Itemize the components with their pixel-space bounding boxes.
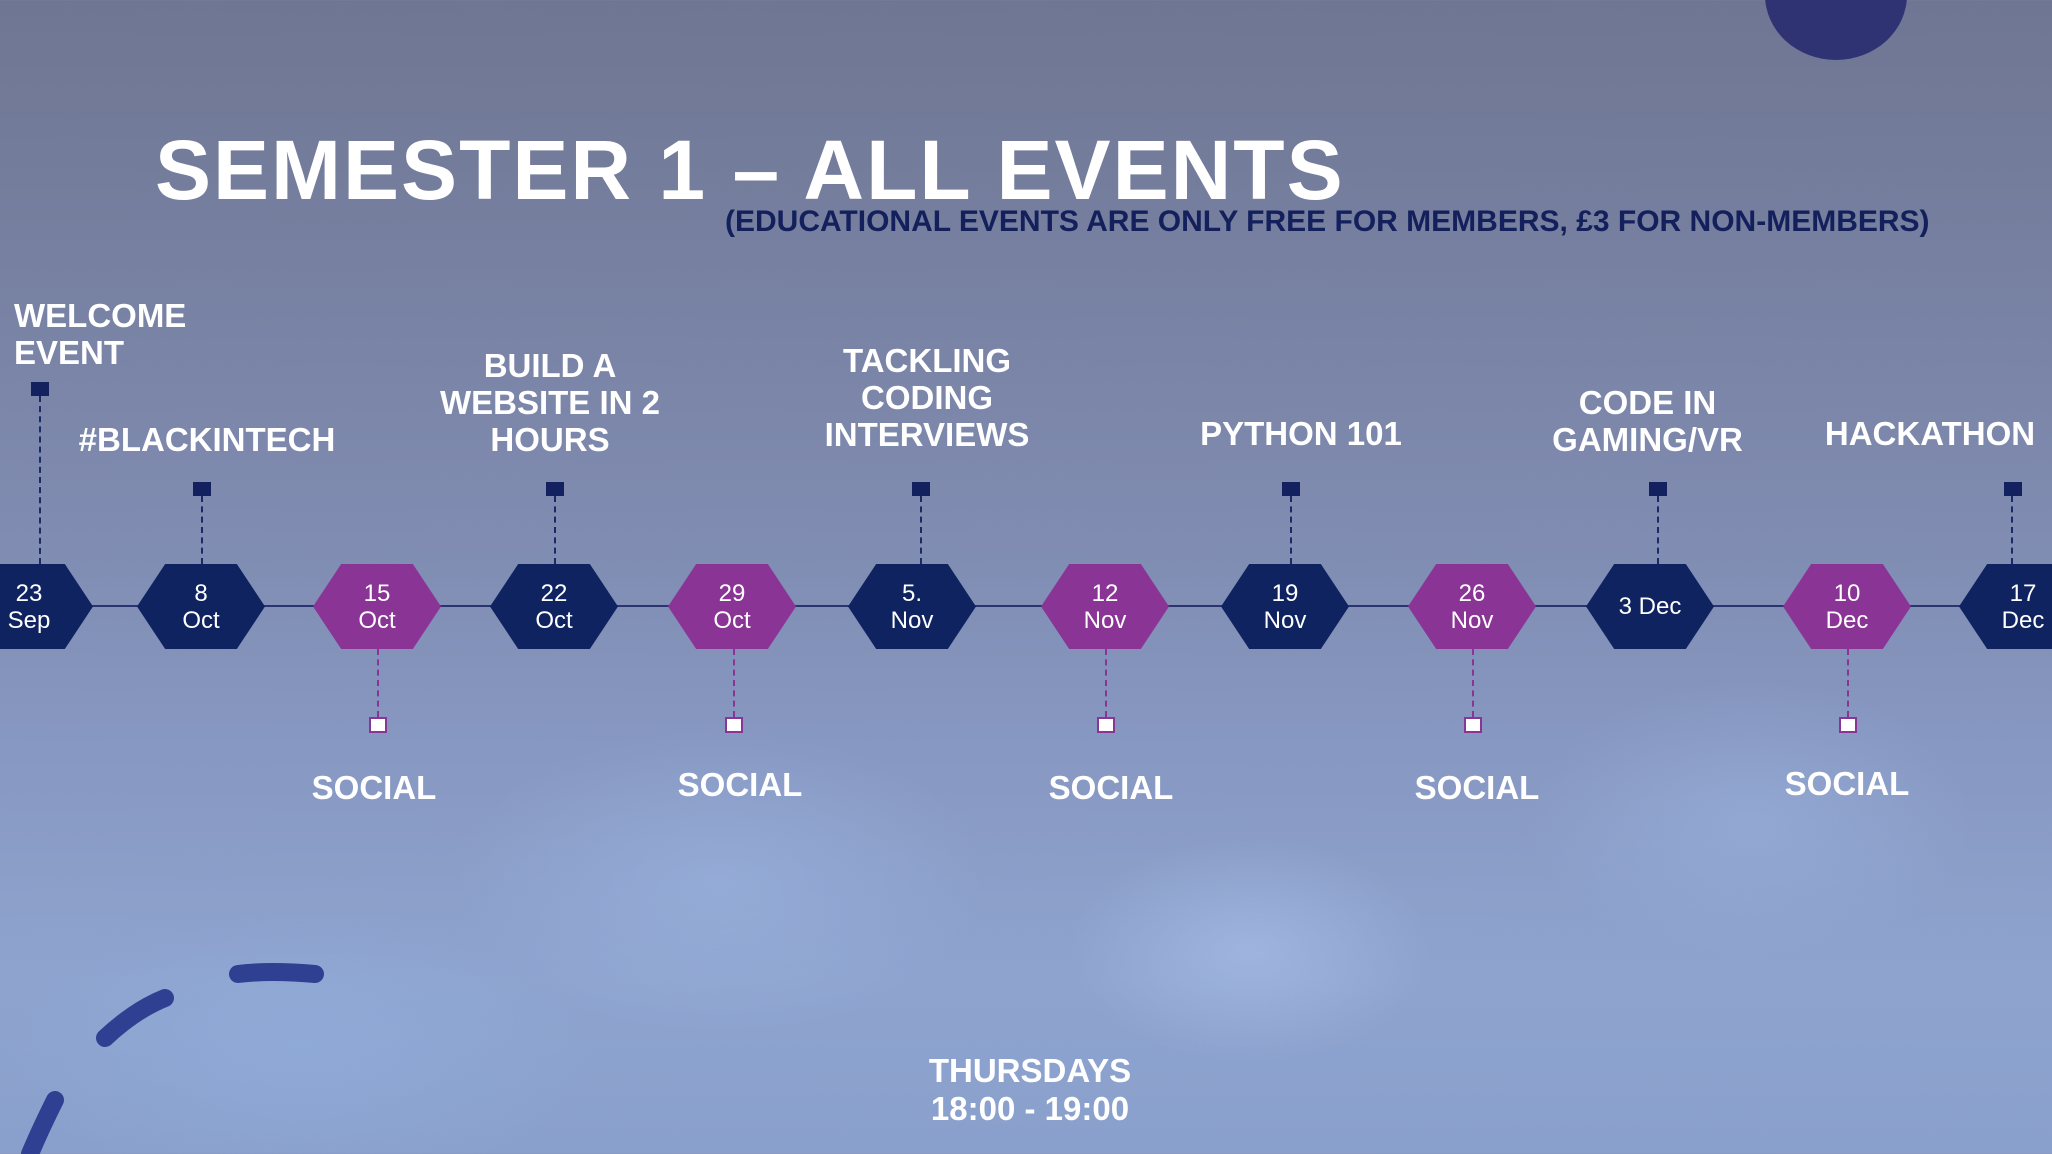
connector-social-29-oct [733, 649, 735, 717]
timeline-node-3-dec[interactable]: 3 Dec [1586, 564, 1714, 649]
connector-social-10-dec [1847, 649, 1849, 717]
social-label-10-dec: SOCIAL [1784, 765, 1910, 802]
marker-social-10-dec [1839, 717, 1857, 733]
connector-build-website [554, 496, 556, 564]
schedule-footer: THURSDAYS 18:00 - 19:00 [880, 1052, 1180, 1128]
connector-social-26-nov [1472, 649, 1474, 717]
social-label-12-nov: SOCIAL [1048, 769, 1174, 806]
marker-gaming-vr [1649, 482, 1667, 496]
marker-social-29-oct [725, 717, 743, 733]
timeline-line [0, 605, 2052, 607]
event-label-blackintech: #BLACKINTECH [78, 421, 336, 458]
event-label-hackathon: HACKATHON [1824, 415, 2036, 452]
connector-coding-interviews [920, 496, 922, 564]
connector-gaming-vr [1657, 496, 1659, 564]
marker-coding-interviews [912, 482, 930, 496]
connector-python [1290, 496, 1292, 564]
footer-time: 18:00 - 19:00 [930, 1090, 1130, 1127]
event-label-build-website: BUILD A WEBSITE IN 2 HOURS [439, 347, 661, 458]
timeline-node-15-oct[interactable]: 15 Oct [313, 564, 441, 649]
pricing-subtitle: (EDUCATIONAL EVENTS ARE ONLY FREE FOR ME… [725, 205, 1930, 238]
timeline-node-8-oct[interactable]: 8 Oct [137, 564, 265, 649]
marker-social-12-nov [1097, 717, 1115, 733]
marker-social-15-oct [369, 717, 387, 733]
marker-blackintech [193, 482, 211, 496]
marker-social-26-nov [1464, 717, 1482, 733]
timeline-node-19-nov[interactable]: 19 Nov [1221, 564, 1349, 649]
connector-blackintech [201, 496, 203, 564]
social-label-29-oct: SOCIAL [677, 766, 803, 803]
timeline-node-22-oct[interactable]: 22 Oct [490, 564, 618, 649]
connector-welcome [39, 396, 41, 564]
event-label-coding-interviews: TACKLING CODING INTERVIEWS [824, 342, 1030, 453]
marker-build-website [546, 482, 564, 496]
timeline-node-26-nov[interactable]: 26 Nov [1408, 564, 1536, 649]
timeline-node-10-dec[interactable]: 10 Dec [1783, 564, 1911, 649]
event-label-gaming-vr: CODE IN GAMING/VR [1552, 384, 1743, 458]
event-label-welcome: WELCOME EVENT [14, 297, 187, 371]
connector-social-15-oct [377, 649, 379, 717]
connector-hackathon [2011, 496, 2013, 564]
marker-welcome [31, 382, 49, 396]
connector-social-12-nov [1105, 649, 1107, 717]
event-label-python: PYTHON 101 [1200, 415, 1402, 452]
social-label-26-nov: SOCIAL [1414, 769, 1540, 806]
marker-hackathon [2004, 482, 2022, 496]
timeline-node-5-nov[interactable]: 5. Nov [848, 564, 976, 649]
timeline-node-12-nov[interactable]: 12 Nov [1041, 564, 1169, 649]
marker-python [1282, 482, 1300, 496]
page-title: SEMESTER 1 – ALL EVENTS [155, 123, 1345, 217]
social-label-15-oct: SOCIAL [311, 769, 437, 806]
timeline-node-29-oct[interactable]: 29 Oct [668, 564, 796, 649]
footer-day: THURSDAYS [928, 1052, 1132, 1089]
